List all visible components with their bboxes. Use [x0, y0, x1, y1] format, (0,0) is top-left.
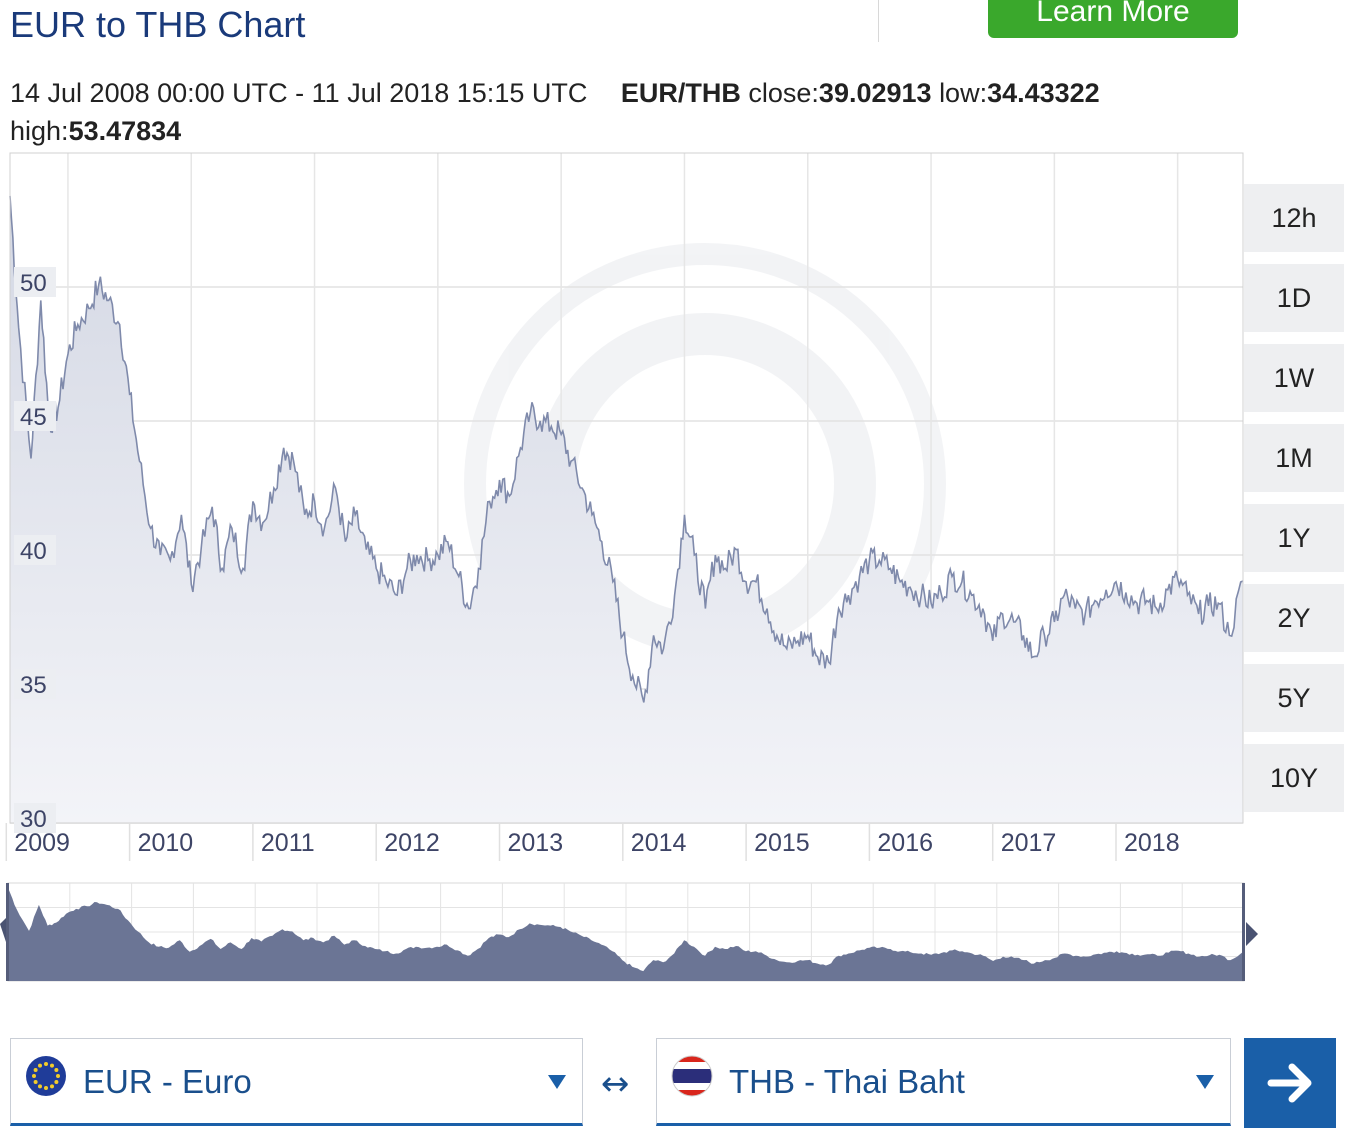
y-tick-label: 50 — [20, 270, 47, 297]
navigator-left-handle[interactable] — [0, 918, 6, 942]
high-label: high: — [10, 116, 69, 146]
timeframe-1y[interactable]: 1Y — [1244, 504, 1344, 572]
navigator-right-edge — [1242, 883, 1245, 981]
y-tick-label: 35 — [20, 672, 47, 699]
eu-star — [50, 1084, 54, 1089]
navigator-area — [8, 887, 1244, 981]
y-tick-label: 40 — [20, 538, 47, 565]
x-tick-label: 2015 — [754, 829, 810, 857]
learn-more-button[interactable]: Learn More — [988, 0, 1238, 38]
y-tick-bg — [14, 401, 56, 431]
eu-star — [54, 1080, 59, 1084]
thailand-flag-icon — [671, 1055, 713, 1097]
navigator-right-handle[interactable] — [1246, 922, 1258, 946]
page-title: EUR to THB Chart — [10, 4, 306, 45]
eu-star — [54, 1068, 59, 1072]
timeframe-selector: 12h 1D 1W 1M 1Y 2Y 5Y 10Y — [1244, 184, 1344, 824]
y-tick-bg — [14, 803, 56, 833]
arrow-right-icon — [1267, 1063, 1312, 1103]
timeframe-1d[interactable]: 1D — [1244, 264, 1344, 332]
eu-star — [38, 1063, 42, 1068]
convert-button[interactable] — [1244, 1038, 1336, 1128]
timeframe-1w[interactable]: 1W — [1244, 344, 1344, 412]
close-label: close: — [748, 78, 819, 108]
x-tick-label: 2013 — [508, 829, 564, 857]
close-value: 39.02913 — [818, 78, 932, 108]
low-value: 34.43322 — [987, 78, 1100, 108]
plot-border — [9, 152, 1244, 824]
header-divider — [878, 0, 879, 42]
x-tick-label: 2010 — [138, 829, 194, 857]
timeframe-10y[interactable]: 10Y — [1244, 744, 1344, 812]
rate-area — [10, 195, 1243, 823]
eu-star — [33, 1080, 38, 1084]
x-tick-label: 2009 — [14, 829, 70, 857]
pair-name: EUR/THB — [620, 78, 741, 108]
low-label: low: — [939, 78, 988, 108]
to-currency-label: THB - Thai Baht — [729, 1063, 965, 1100]
timeframe-2y[interactable]: 2Y — [1244, 584, 1344, 652]
timeframe-12h[interactable]: 12h — [1244, 184, 1344, 252]
eu-star — [33, 1068, 38, 1072]
eu-star — [32, 1074, 36, 1078]
y-axis: 30 35 40 45 50 — [14, 267, 56, 833]
swap-currencies-button[interactable]: ↔ — [601, 1064, 630, 1104]
eu-star — [44, 1062, 48, 1066]
chart-summary: 14 Jul 2008 00:00 UTC - 11 Jul 2018 15:1… — [10, 74, 1230, 150]
chart-navigator[interactable] — [0, 880, 1262, 984]
y-tick-bg — [14, 535, 56, 565]
y-tick-bg — [14, 267, 56, 297]
date-range: 14 Jul 2008 00:00 UTC - 11 Jul 2018 15:1… — [10, 78, 588, 108]
y-tick-bg — [14, 669, 56, 699]
rate-line — [9, 195, 1244, 703]
x-tick-label: 2018 — [1124, 829, 1180, 857]
y-tick-label: 30 — [20, 806, 47, 833]
from-currency-label: EUR - Euro — [83, 1063, 252, 1100]
timeframe-5y[interactable]: 5Y — [1244, 664, 1344, 732]
high-value: 53.47834 — [68, 116, 182, 146]
x-tick-label: 2014 — [631, 829, 687, 857]
x-tick-label: 2017 — [1001, 829, 1057, 857]
x-axis: 2009 2010 2011 2012 2013 2014 2015 2016 2017 2018 — [5, 823, 1180, 861]
eu-star — [50, 1063, 54, 1068]
x-tick-label: 2011 — [261, 829, 315, 857]
eu-star — [38, 1084, 42, 1089]
chevron-down-icon — [1196, 1075, 1214, 1089]
y-tick-label: 45 — [20, 404, 47, 431]
x-tick-label: 2012 — [384, 829, 440, 857]
navigator-left-edge — [6, 883, 9, 981]
timeframe-1m[interactable]: 1M — [1244, 424, 1344, 492]
eu-star — [56, 1074, 60, 1078]
eu-flag-icon — [26, 1056, 66, 1096]
from-currency-select[interactable]: EUR - Euro — [10, 1038, 583, 1126]
eu-star — [44, 1086, 48, 1090]
to-currency-select[interactable]: THB - Thai Baht — [656, 1038, 1231, 1126]
x-tick-label: 2016 — [877, 829, 933, 857]
chevron-down-icon — [548, 1075, 566, 1089]
